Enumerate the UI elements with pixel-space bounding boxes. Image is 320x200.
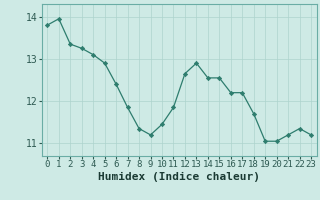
X-axis label: Humidex (Indice chaleur): Humidex (Indice chaleur) <box>98 172 260 182</box>
